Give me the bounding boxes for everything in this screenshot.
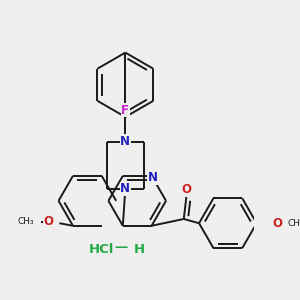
Text: HCl: HCl — [89, 243, 114, 256]
Text: CH₃: CH₃ — [287, 219, 300, 228]
Text: CH₃: CH₃ — [17, 217, 34, 226]
Text: N: N — [120, 135, 130, 148]
Text: N: N — [148, 171, 158, 184]
Text: O: O — [272, 217, 282, 230]
Text: —: — — [114, 241, 128, 254]
Text: F: F — [122, 104, 129, 117]
Text: N: N — [120, 182, 130, 196]
Text: O: O — [181, 183, 191, 196]
Text: H: H — [134, 243, 145, 256]
Text: O: O — [44, 215, 53, 228]
